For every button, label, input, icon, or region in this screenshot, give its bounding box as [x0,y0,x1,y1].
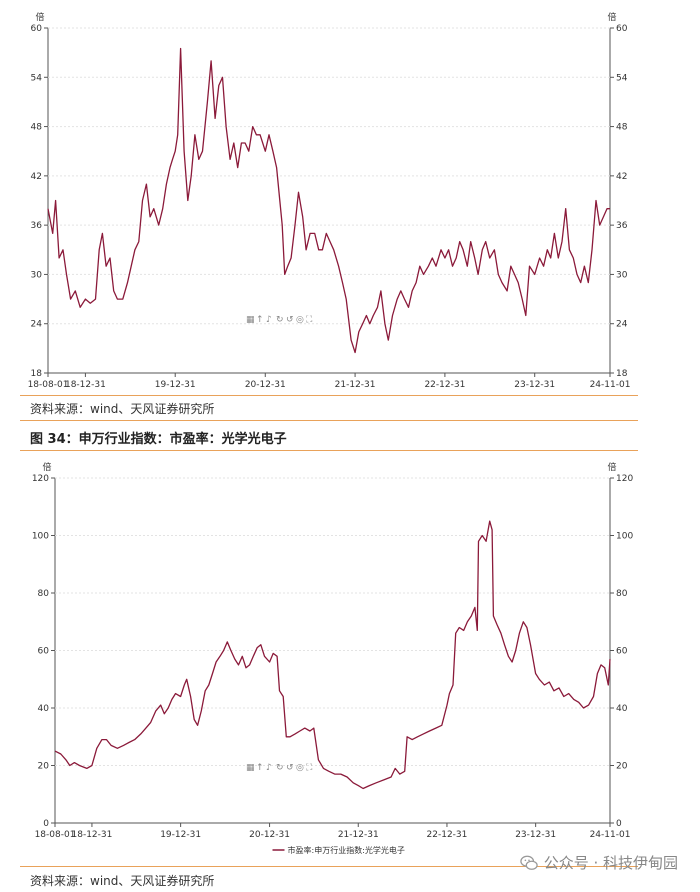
save-icon: ◎ [296,763,304,773]
y-tick-label-right: 100 [616,532,633,542]
y-tick-label-right: 24 [616,320,628,330]
y-tick-label-right: 36 [616,221,628,231]
y-unit-left: 倍 [35,11,44,23]
y-unit-left: 倍 [42,461,51,473]
figure-title: 图 34：申万行业指数：市盈率：光学光电子 [30,432,287,447]
x-tick-label: 18-12-31 [72,830,113,840]
source-note-2: 资料来源：wind、天风证券研究所 [30,874,215,888]
source-note-1: 资料来源：wind、天风证券研究所 [30,402,215,416]
x-tick-label: 18-08-01 [35,830,76,840]
x-tick-label: 24-11-01 [590,380,631,390]
y-tick-label-left: 80 [38,589,50,599]
y-tick-label-right: 0 [616,819,622,829]
y-tick-label-right: 80 [616,589,628,599]
y-tick-label-left: 60 [31,24,43,34]
x-tick-label: 18-08-01 [28,380,69,390]
x-tick-label: 18-12-31 [65,380,106,390]
y-tick-label-right: 18 [616,369,628,379]
y-tick-label-left: 0 [43,819,49,829]
fullscreen-icon: ⛶ [305,314,313,325]
source-rule-top-2 [20,866,638,867]
series-line [54,520,611,790]
y-tick-label-left: 120 [32,474,49,484]
y-unit-right: 倍 [607,461,616,473]
y-tick-label-right: 20 [616,762,628,772]
y-tick-label-left: 20 [38,762,50,772]
y-tick-label-left: 36 [31,221,43,231]
y-tick-label-left: 60 [38,647,50,657]
chart-toolbar: ▦ ↑ ♪ ↻ ↺ ◎ ⛶ [246,762,313,773]
y-tick-label-right: 40 [616,704,628,714]
y-tick-label-left: 42 [31,172,42,182]
data-view-icon: ▦ [246,763,255,773]
y-tick-label-right: 60 [616,647,628,657]
y-tick-label-right: 54 [616,73,628,83]
x-tick-label: 21-12-31 [338,830,379,840]
x-tick-label: 22-12-31 [424,380,465,390]
y-tick-label-left: 40 [38,704,50,714]
y-unit-right: 倍 [607,11,616,23]
restore-icon: ↺ [286,315,294,325]
x-tick-label: 19-12-31 [160,830,201,840]
watermark-text: 公众号 · 科技伊甸园 [543,854,678,872]
x-tick-label: 21-12-31 [335,380,376,390]
y-tick-label-left: 54 [31,73,43,83]
x-tick-label: 20-12-31 [249,830,290,840]
line-icon: ↑ [256,315,264,325]
x-tick-label: 22-12-31 [427,830,468,840]
y-tick-label-left: 24 [31,320,43,330]
source-rule-bottom-1 [20,420,638,421]
refresh-icon: ↻ [276,315,284,325]
refresh-icon: ↻ [276,763,284,773]
watermark: 公众号 · 科技伊甸园 [519,852,678,873]
y-tick-label-right: 60 [616,24,628,34]
y-tick-label-right: 42 [616,172,627,182]
source-rule-top-1 [20,395,638,396]
bar-icon: ♪ [266,763,272,773]
y-tick-label-right: 48 [616,123,628,133]
line-icon: ↑ [256,763,264,773]
x-tick-label: 23-12-31 [515,830,556,840]
y-tick-label-left: 48 [31,123,43,133]
y-tick-label-left: 100 [32,532,49,542]
data-view-icon: ▦ [246,315,255,325]
y-tick-label-right: 120 [616,474,633,484]
x-tick-label: 24-11-01 [590,830,631,840]
x-tick-label: 20-12-31 [245,380,286,390]
x-tick-label: 19-12-31 [155,380,196,390]
y-tick-label-left: 18 [31,369,43,379]
y-tick-label-right: 30 [616,270,628,280]
bar-icon: ♪ [266,315,272,325]
legend-label: 市盈率:申万行业指数:光学光电子 [288,845,405,855]
series-line [47,47,610,354]
figure-title-rule [20,450,638,451]
fullscreen-icon: ⛶ [305,762,313,773]
chart-toolbar: ▦ ↑ ♪ ↻ ↺ ◎ ⛶ [246,314,313,325]
y-tick-label-left: 30 [31,270,43,280]
save-icon: ◎ [296,315,304,325]
x-tick-label: 23-12-31 [514,380,555,390]
restore-icon: ↺ [286,763,294,773]
wechat-icon [519,855,538,870]
